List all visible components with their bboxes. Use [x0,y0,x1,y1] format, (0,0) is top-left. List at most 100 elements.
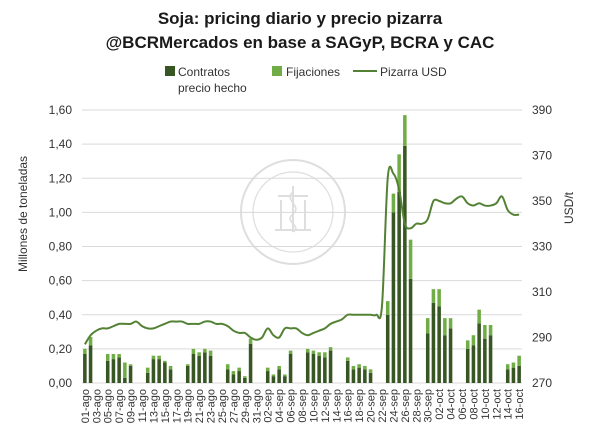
y-tick-label: 0,20 [49,342,73,356]
bar-fijaciones [225,364,230,370]
x-tick-label: 23-ago [206,389,218,423]
pizarra-line [84,165,520,345]
bar-fijaciones [471,335,476,346]
bar-contratos [437,306,441,383]
bar-contratos [385,314,390,383]
x-tick-label: 05-ago [103,389,115,423]
bar-contratos [317,355,321,383]
pizarra-line-layer [84,165,520,345]
bar-contratos [185,365,190,383]
x-tick-label: 16-oct [514,389,526,420]
bar-contratos [265,371,270,383]
bar-contratos [311,353,316,383]
bar-fijaciones [117,353,121,358]
bar-fijaciones [403,115,407,146]
legend-label-pizarra: Pizarra USD [380,65,447,79]
bar-fijaciones [168,365,173,370]
bar-fijaciones [185,364,190,366]
bar-fijaciones [288,350,293,354]
x-tick-label: 14-oct [503,389,515,420]
x-tick-label: 03-ago [91,389,103,423]
x-tick-label: 25-ago [217,389,229,423]
bar-fijaciones [237,367,241,372]
bar-contratos [237,371,241,383]
bar-contratos [357,367,361,383]
y-tick-label: 0,40 [49,308,73,322]
x-tick-label: 06-oct [457,389,469,420]
bar-contratos [157,359,161,383]
y-tick-label: 1,20 [49,171,73,185]
x-tick-label: 08-oct [468,389,480,420]
bar-fijaciones [277,365,281,370]
x-tick-label: 28-sep [411,389,423,423]
x-tick-label: 20-sep [366,389,378,423]
x-tick-label: 07-ago [114,389,126,423]
bar-fijaciones [191,348,196,354]
chart-title-line2: @BCRMercados en base a SAGyP, BCRA y CAC [106,33,495,52]
bar-fijaciones [323,352,327,358]
x-tick-label: 04-oct [446,389,458,420]
x-tick-label: 13-ago [148,389,160,423]
legend-label-contratos-line2: precio hecho [178,81,247,95]
bar-contratos [128,365,133,383]
bar-contratos [225,369,230,383]
bar-fijaciones [448,318,453,329]
bar-fijaciones [111,353,116,360]
bar-contratos [243,377,247,383]
y2-tick-labels: 270 290 310 330 350 370 390 [532,103,552,390]
bar-contratos [431,302,436,383]
x-tick-label: 08-sep [297,389,309,423]
bar-contratos [448,328,453,383]
y-tick-label: 0,80 [49,240,73,254]
x-tick-label: 22-sep [377,389,389,423]
bar-fijaciones [328,347,333,351]
bar-contratos [425,333,430,383]
legend-swatch-fijaciones [272,66,282,76]
bar-contratos [288,353,293,383]
y-axis-label: Millones de toneladas [16,156,30,272]
bar-contratos [145,372,150,383]
bar-fijaciones [83,348,87,354]
bar-contratos [203,352,207,383]
bar-contratos [477,323,481,383]
bar-contratos [111,359,116,383]
bar-contratos [105,360,110,383]
bar-contratos [465,348,470,383]
bar-fijaciones [197,352,201,356]
x-tick-labels: 01-ago 03-ago 05-ago 07-ago 09-ago 11-ago 13-a… [80,389,526,423]
bar-contratos [488,335,493,383]
bar-contratos [231,374,236,383]
bar-contratos [323,357,327,383]
bar-fijaciones [391,193,396,213]
x-tick-label: 19-ago [183,389,195,423]
legend-swatch-contratos [165,66,175,76]
grid-lines [82,109,522,384]
x-tick-label: 18-sep [354,389,366,423]
bar-fijaciones [283,374,287,377]
y-tick-label: 1,40 [49,137,73,151]
bar-contratos [328,350,333,383]
bar-contratos [471,345,476,383]
bar-fijaciones [265,367,270,372]
bar-fijaciones [163,360,167,363]
bar-fijaciones [105,353,110,361]
bar-fijaciones [483,324,487,339]
y2-tick-label: 350 [532,194,552,208]
bar-fijaciones [408,239,413,279]
bar-fijaciones [357,364,361,368]
bar-fijaciones [271,374,276,377]
x-tick-label: 12-oct [491,389,503,420]
x-tick-label: 10-sep [308,389,320,423]
bar-fijaciones [128,364,133,366]
bar-fijaciones [465,340,470,349]
bar-contratos [403,145,407,383]
bar-contratos [248,343,253,383]
x-tick-label: 31-ago [251,389,263,423]
bar-contratos [408,278,413,383]
x-tick-label: 16-sep [343,389,355,423]
x-tick-label: 02-sep [263,389,275,423]
bar-fijaciones [345,357,350,361]
x-tick-label: 15-ago [160,389,172,423]
bar-fijaciones [203,348,207,353]
bar-contratos [345,360,350,383]
